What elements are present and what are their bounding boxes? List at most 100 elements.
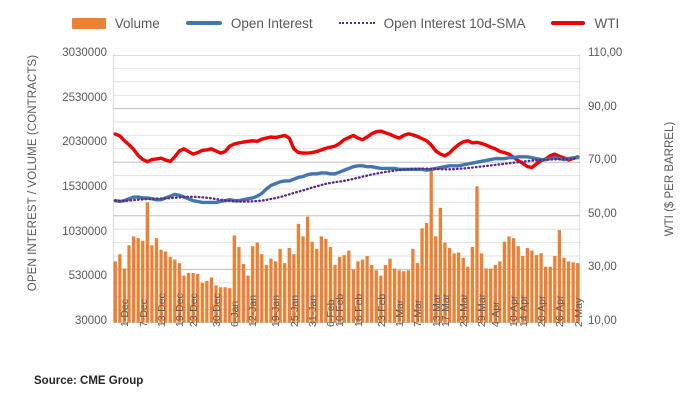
volume-bar	[127, 245, 131, 323]
volume-bar	[534, 255, 539, 323]
volume-bar	[397, 270, 401, 323]
chart-canvas	[113, 55, 580, 323]
volume-bar	[191, 272, 195, 323]
x-axis-tick: 19-Dec	[174, 293, 187, 327]
x-axis-tick: 29-Mar	[476, 293, 489, 327]
left-axis-tick: 2530000	[62, 91, 107, 104]
x-axis-tick: 23-Feb	[375, 293, 388, 327]
legend-item-volume[interactable]: Volume	[71, 16, 160, 31]
volume-bar	[438, 207, 443, 323]
x-axis-tick: 25-Jan	[288, 294, 301, 327]
volume-bar	[470, 247, 475, 323]
volume-bar	[214, 285, 218, 323]
volume-bar	[177, 263, 182, 323]
volume-bar	[145, 202, 149, 323]
x-axis-tick: 23-Mar	[458, 293, 471, 327]
x-axis-tick: 14-Apr	[517, 295, 530, 327]
volume-bar	[539, 253, 543, 323]
volume-bar	[310, 241, 314, 323]
volume-bar	[415, 263, 420, 323]
volume-bar	[392, 268, 397, 323]
volume-bar	[452, 253, 456, 323]
x-axis-tick: 19-Jan	[270, 294, 283, 327]
volume-bar	[457, 252, 461, 323]
volume-bar	[319, 236, 323, 323]
left-axis-tick: 3030000	[62, 47, 107, 59]
volume-bar	[553, 256, 557, 323]
x-axis-tick: 6-Jan	[229, 300, 242, 327]
volume-bar	[278, 248, 282, 323]
legend-label-open-interest-sma: Open Interest 10d-SMA	[383, 15, 526, 31]
left-axis-tick: 1530000	[62, 181, 107, 193]
wti-swatch-icon	[551, 21, 586, 25]
volume-bar	[292, 254, 296, 323]
volume-bar	[305, 216, 310, 323]
volume-bar	[420, 228, 424, 323]
x-axis-tick: 20-Apr	[535, 295, 548, 327]
volume-bar	[475, 186, 479, 323]
volume-bar	[516, 246, 520, 323]
volume-bar	[466, 266, 470, 323]
volume-bar	[141, 240, 145, 323]
volume-bar	[287, 247, 291, 323]
volume-bar	[182, 275, 186, 323]
volume-bar	[131, 236, 136, 323]
volume-bar	[484, 268, 488, 323]
volume-bar	[333, 264, 337, 323]
volume-bar	[159, 249, 163, 323]
volume-bar	[379, 275, 383, 323]
volume-bar	[388, 258, 392, 323]
volume-bar	[383, 264, 388, 323]
legend-label-wti: WTI	[594, 15, 620, 31]
right-axis-tick: 90,00	[588, 100, 617, 113]
volume-bar	[429, 170, 433, 323]
volume-bar	[507, 236, 511, 323]
volume-bar	[164, 251, 168, 323]
volume-bar	[315, 248, 319, 323]
legend-item-wti[interactable]: WTI	[551, 16, 619, 31]
volume-bar	[347, 250, 351, 323]
volume-bar	[530, 250, 534, 323]
volume-bar	[443, 242, 447, 323]
volume-bar	[525, 247, 529, 323]
volume-bar	[218, 287, 223, 323]
volume-bar	[237, 247, 241, 323]
legend-label-open-interest: Open Interest	[230, 15, 313, 31]
x-axis-tick: 30-Dec	[210, 293, 223, 327]
volume-bar	[365, 256, 369, 323]
legend-item-open-interest-sma[interactable]: Open Interest 10d-SMA	[338, 15, 526, 31]
legend-item-open-interest[interactable]: Open Interest	[185, 15, 313, 31]
x-axis-tick: 16-Feb	[352, 293, 365, 327]
x-axis-tick: 10-Feb	[334, 293, 347, 327]
volume-bar	[296, 223, 301, 323]
volume-bar	[447, 247, 452, 323]
volume-bar	[250, 246, 255, 323]
volume-bar	[374, 270, 378, 323]
x-axis-tick: 7-Mar	[412, 299, 425, 327]
x-axis-tick: 12-Jan	[247, 294, 260, 327]
x-axis-tick: 1-Mar	[393, 299, 406, 327]
volume-bar	[200, 282, 204, 323]
volume-bar	[255, 242, 259, 323]
left-axis-tick: 530000	[68, 270, 107, 283]
volume-bar	[511, 238, 516, 323]
right-axis-tick: 50,00	[588, 207, 617, 220]
x-axis-tick: 1-Dec	[119, 298, 132, 327]
volume-bar	[113, 261, 117, 323]
volume-bar	[479, 253, 484, 323]
volume-bar	[351, 269, 356, 323]
x-axis-tick: 23-Dec	[187, 293, 200, 327]
volume-bar	[493, 264, 497, 323]
volume-bar	[562, 257, 566, 323]
volume-bar	[122, 268, 127, 323]
volume-bar	[205, 281, 209, 323]
volume-bar	[228, 288, 232, 323]
left-axis-tick: 1030000	[62, 225, 107, 238]
volume-bar	[424, 222, 429, 323]
volume-bar	[337, 256, 342, 323]
x-axis-tick: 7-Dec	[137, 298, 150, 327]
left-axis-tick: 30000	[75, 315, 107, 327]
volume-bar	[269, 258, 273, 323]
open-interest-sma-swatch-icon	[338, 22, 375, 24]
